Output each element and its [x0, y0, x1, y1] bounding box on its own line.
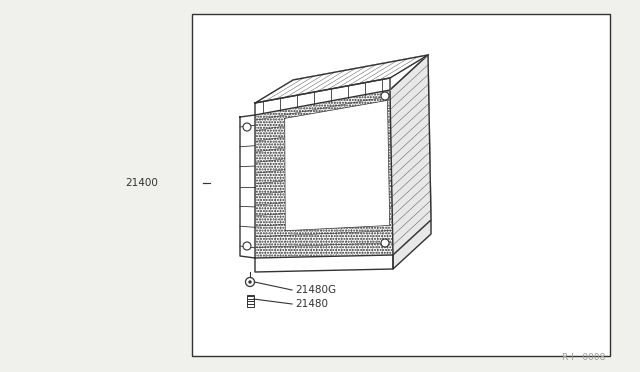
- Circle shape: [243, 123, 251, 131]
- Polygon shape: [255, 90, 393, 258]
- Circle shape: [381, 92, 389, 100]
- Polygon shape: [390, 55, 431, 255]
- Bar: [246, 295, 253, 307]
- Text: 21480G: 21480G: [295, 285, 336, 295]
- Text: 21480: 21480: [295, 299, 328, 309]
- Circle shape: [381, 239, 389, 247]
- Polygon shape: [255, 90, 393, 258]
- Polygon shape: [255, 78, 390, 115]
- Polygon shape: [285, 100, 390, 231]
- Text: R I   0008: R I 0008: [562, 353, 605, 362]
- Polygon shape: [255, 55, 428, 115]
- Circle shape: [243, 242, 251, 250]
- Circle shape: [249, 281, 251, 283]
- Polygon shape: [240, 115, 255, 258]
- Circle shape: [246, 278, 255, 286]
- Polygon shape: [390, 55, 431, 255]
- Polygon shape: [393, 220, 431, 269]
- Polygon shape: [255, 55, 428, 103]
- Bar: [192, 14, 610, 356]
- Text: 21400: 21400: [125, 178, 158, 188]
- Polygon shape: [255, 255, 393, 272]
